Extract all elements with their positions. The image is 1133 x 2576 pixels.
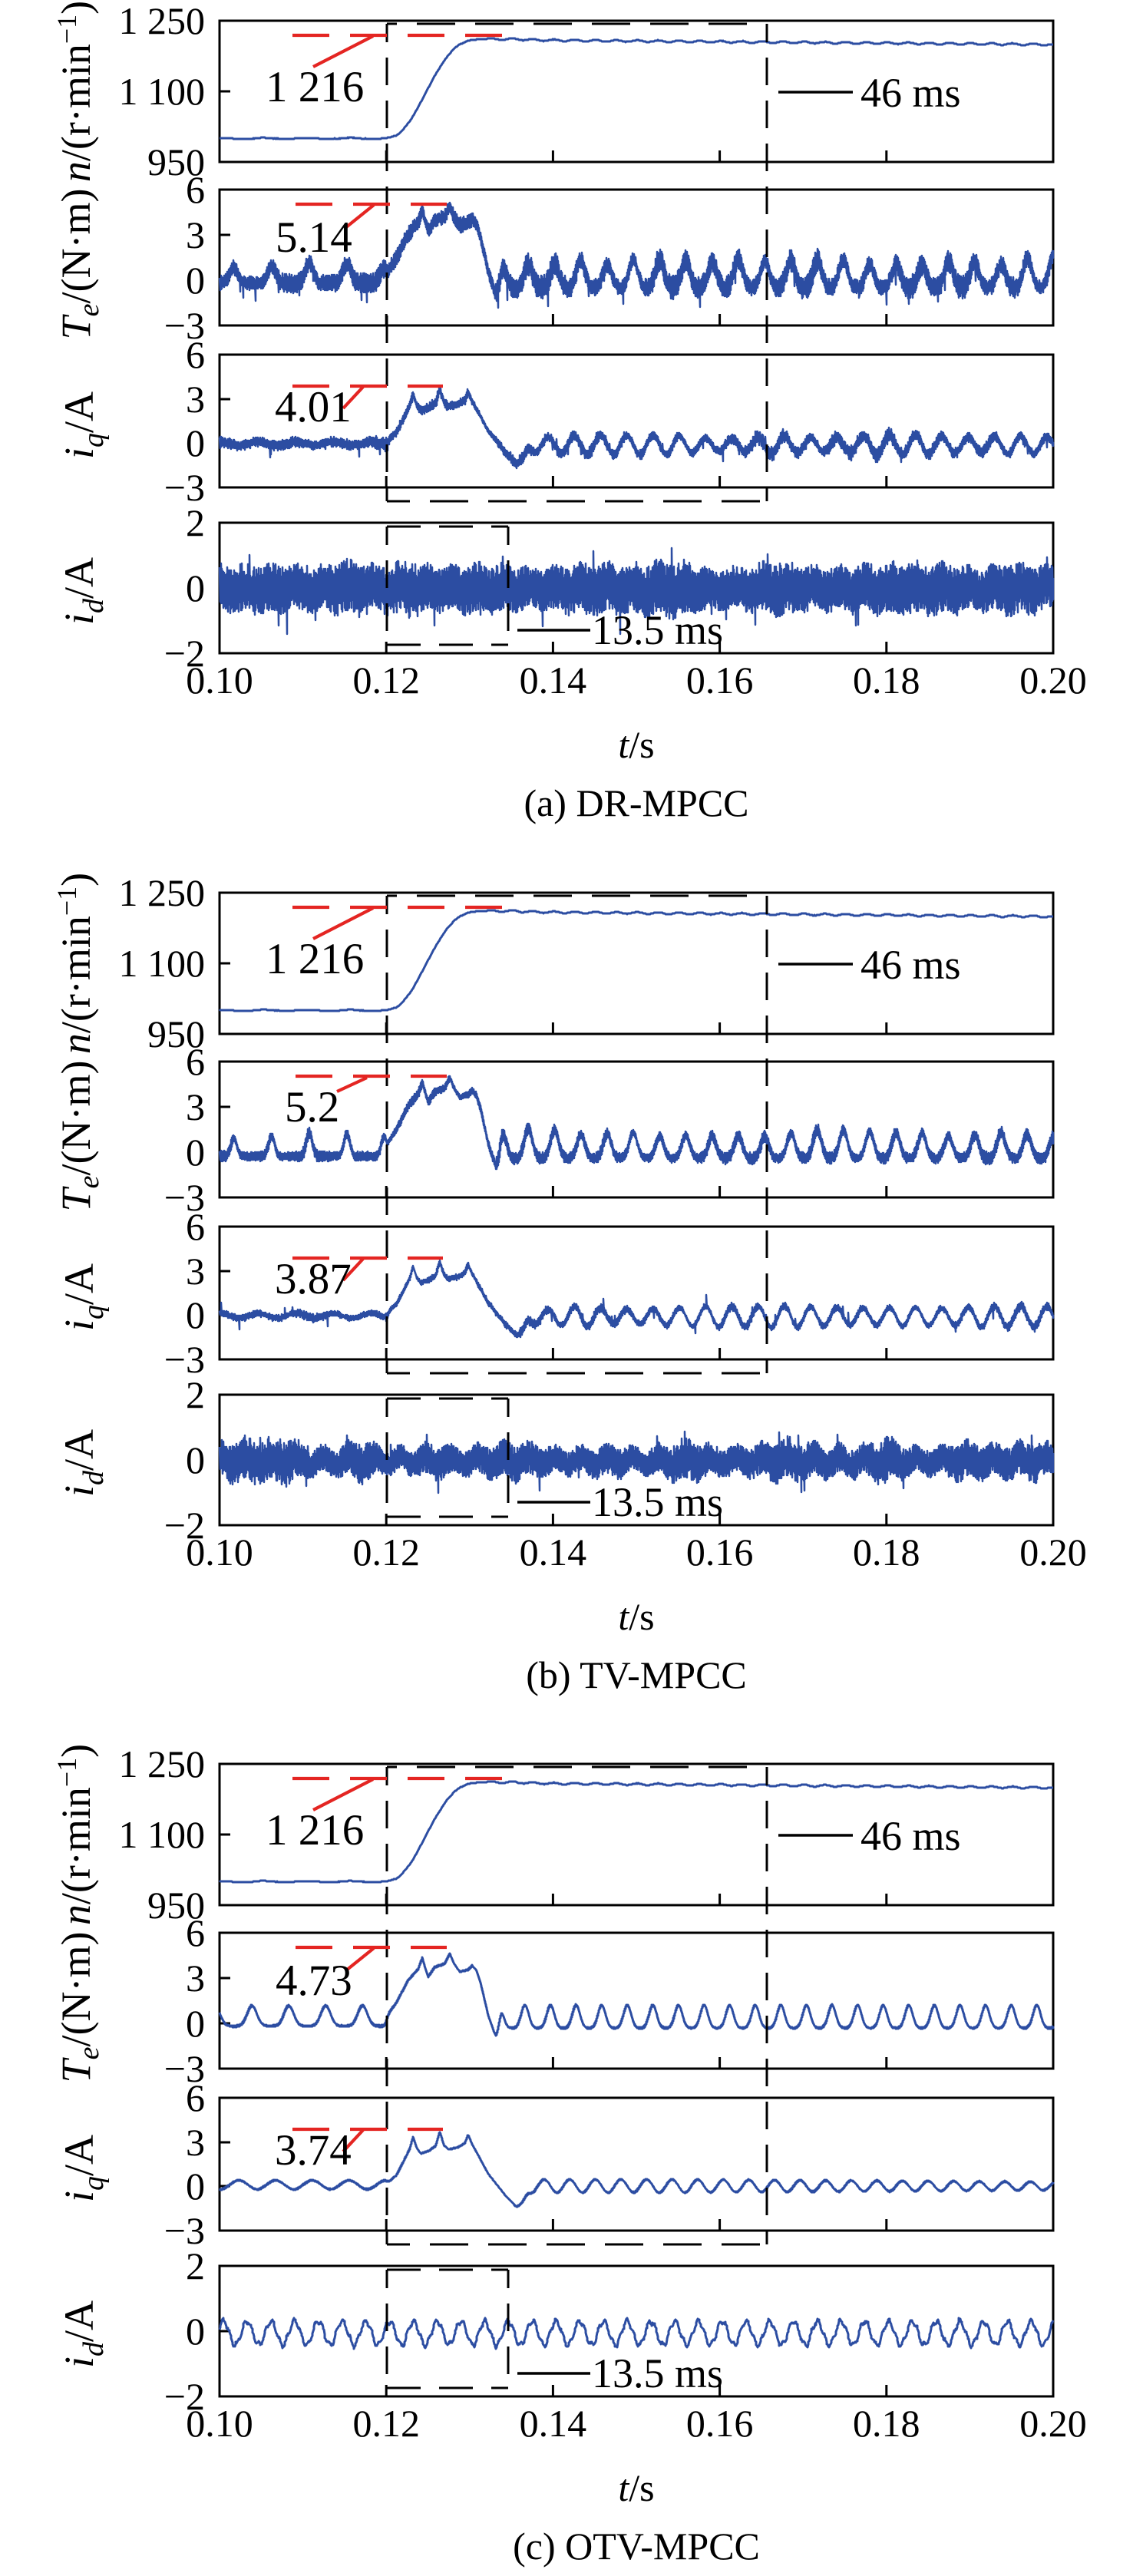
svg-text:3.87: 3.87 <box>275 1255 352 1303</box>
svg-text:(a) DR-MPCC: (a) DR-MPCC <box>524 781 748 824</box>
svg-text:−2: −2 <box>164 2375 205 2418</box>
svg-text:0.14: 0.14 <box>520 659 587 702</box>
svg-text:6: 6 <box>186 1040 205 1083</box>
svg-text:0.16: 0.16 <box>686 1531 754 1574</box>
svg-text:13.5 ms: 13.5 ms <box>592 1479 723 1525</box>
svg-text:t/s: t/s <box>618 723 654 766</box>
svg-text:6: 6 <box>186 333 205 376</box>
svg-text:6: 6 <box>186 1205 205 1248</box>
svg-text:Te/(N·m): Te/(N·m) <box>53 189 105 340</box>
svg-text:0: 0 <box>186 421 205 464</box>
svg-text:0.10: 0.10 <box>186 1531 253 1574</box>
svg-text:0: 0 <box>186 1293 205 1336</box>
svg-text:id/A: id/A <box>56 557 110 625</box>
svg-text:3: 3 <box>186 1957 205 2000</box>
svg-text:950: 950 <box>147 1012 205 1055</box>
svg-text:−3: −3 <box>164 1338 205 1381</box>
svg-text:1 216: 1 216 <box>266 935 364 983</box>
svg-text:0.20: 0.20 <box>1019 2402 1087 2445</box>
svg-text:46 ms: 46 ms <box>860 942 961 988</box>
svg-text:−3: −3 <box>164 466 205 509</box>
svg-text:4.01: 4.01 <box>275 383 352 431</box>
svg-text:−3: −3 <box>164 2047 205 2090</box>
svg-text:46 ms: 46 ms <box>860 1813 961 1859</box>
svg-text:−3: −3 <box>164 304 205 347</box>
svg-text:0.20: 0.20 <box>1019 1531 1087 1574</box>
svg-text:−3: −3 <box>164 2209 205 2252</box>
svg-text:5.14: 5.14 <box>276 213 352 262</box>
svg-text:3: 3 <box>186 1250 205 1293</box>
svg-text:0: 0 <box>186 2165 205 2208</box>
svg-text:1 250: 1 250 <box>119 0 206 42</box>
svg-text:1 250: 1 250 <box>119 871 206 914</box>
svg-text:0.14: 0.14 <box>520 2402 587 2445</box>
svg-text:0.12: 0.12 <box>352 1531 420 1574</box>
svg-text:iq/A: iq/A <box>56 2135 110 2202</box>
svg-text:0.18: 0.18 <box>853 1531 920 1574</box>
svg-text:1 100: 1 100 <box>119 70 206 113</box>
svg-text:6: 6 <box>186 168 205 211</box>
svg-text:Te/(N·m): Te/(N·m) <box>53 1061 105 1212</box>
svg-text:iq/A: iq/A <box>56 391 110 459</box>
svg-text:0: 0 <box>186 2310 205 2353</box>
svg-text:id/A: id/A <box>56 1429 110 1497</box>
svg-text:6: 6 <box>186 2076 205 2119</box>
svg-text:n/(r·min−1): n/(r·min−1) <box>51 873 99 1054</box>
svg-text:5.2: 5.2 <box>285 1083 339 1131</box>
svg-text:0.10: 0.10 <box>186 2402 253 2445</box>
svg-text:t/s: t/s <box>618 1595 654 1638</box>
svg-text:950: 950 <box>147 140 205 183</box>
svg-text:0.10: 0.10 <box>186 659 253 702</box>
svg-text:1 216: 1 216 <box>266 1806 364 1854</box>
svg-text:−2: −2 <box>164 1504 205 1547</box>
svg-text:3: 3 <box>186 213 205 256</box>
svg-text:3: 3 <box>186 1085 205 1128</box>
svg-text:0.18: 0.18 <box>853 2402 920 2445</box>
svg-text:0.20: 0.20 <box>1019 659 1087 702</box>
svg-text:13.5 ms: 13.5 ms <box>592 607 723 653</box>
svg-text:2: 2 <box>186 2244 205 2287</box>
svg-text:1 100: 1 100 <box>119 1813 206 1856</box>
svg-text:−2: −2 <box>164 632 205 675</box>
svg-text:iq/A: iq/A <box>56 1263 110 1331</box>
svg-text:6: 6 <box>186 1911 205 1954</box>
svg-text:Te/(N·m): Te/(N·m) <box>53 1932 105 2083</box>
svg-text:3: 3 <box>186 2121 205 2164</box>
svg-text:46 ms: 46 ms <box>860 70 961 116</box>
svg-text:1 250: 1 250 <box>119 1742 206 1785</box>
svg-text:−3: −3 <box>164 1176 205 1219</box>
svg-text:2: 2 <box>186 501 205 544</box>
svg-text:0.18: 0.18 <box>853 659 920 702</box>
svg-text:950: 950 <box>147 1884 205 1927</box>
svg-text:0: 0 <box>186 1131 205 1174</box>
svg-text:3: 3 <box>186 378 205 421</box>
svg-text:0: 0 <box>186 1438 205 1481</box>
svg-text:1 100: 1 100 <box>119 942 206 985</box>
svg-text:2: 2 <box>186 1373 205 1416</box>
svg-text:1 216: 1 216 <box>266 63 364 111</box>
svg-text:0.16: 0.16 <box>686 659 754 702</box>
svg-text:0.12: 0.12 <box>352 2402 420 2445</box>
svg-text:0: 0 <box>186 566 205 609</box>
svg-text:id/A: id/A <box>56 2300 110 2368</box>
svg-text:4.73: 4.73 <box>276 1957 352 2005</box>
svg-text:0: 0 <box>186 259 205 302</box>
svg-text:n/(r·min−1): n/(r·min−1) <box>51 1744 99 1925</box>
svg-text:t/s: t/s <box>618 2466 654 2509</box>
svg-text:0: 0 <box>186 2002 205 2045</box>
svg-text:0.12: 0.12 <box>352 659 420 702</box>
svg-text:n/(r·min−1): n/(r·min−1) <box>51 1 99 182</box>
svg-text:13.5 ms: 13.5 ms <box>592 2350 723 2396</box>
svg-text:0.14: 0.14 <box>520 1531 587 1574</box>
svg-text:(b) TV-MPCC: (b) TV-MPCC <box>526 1653 747 1696</box>
svg-text:(c) OTV-MPCC: (c) OTV-MPCC <box>513 2525 760 2568</box>
svg-text:0.16: 0.16 <box>686 2402 754 2445</box>
svg-text:3.74: 3.74 <box>275 2126 352 2175</box>
